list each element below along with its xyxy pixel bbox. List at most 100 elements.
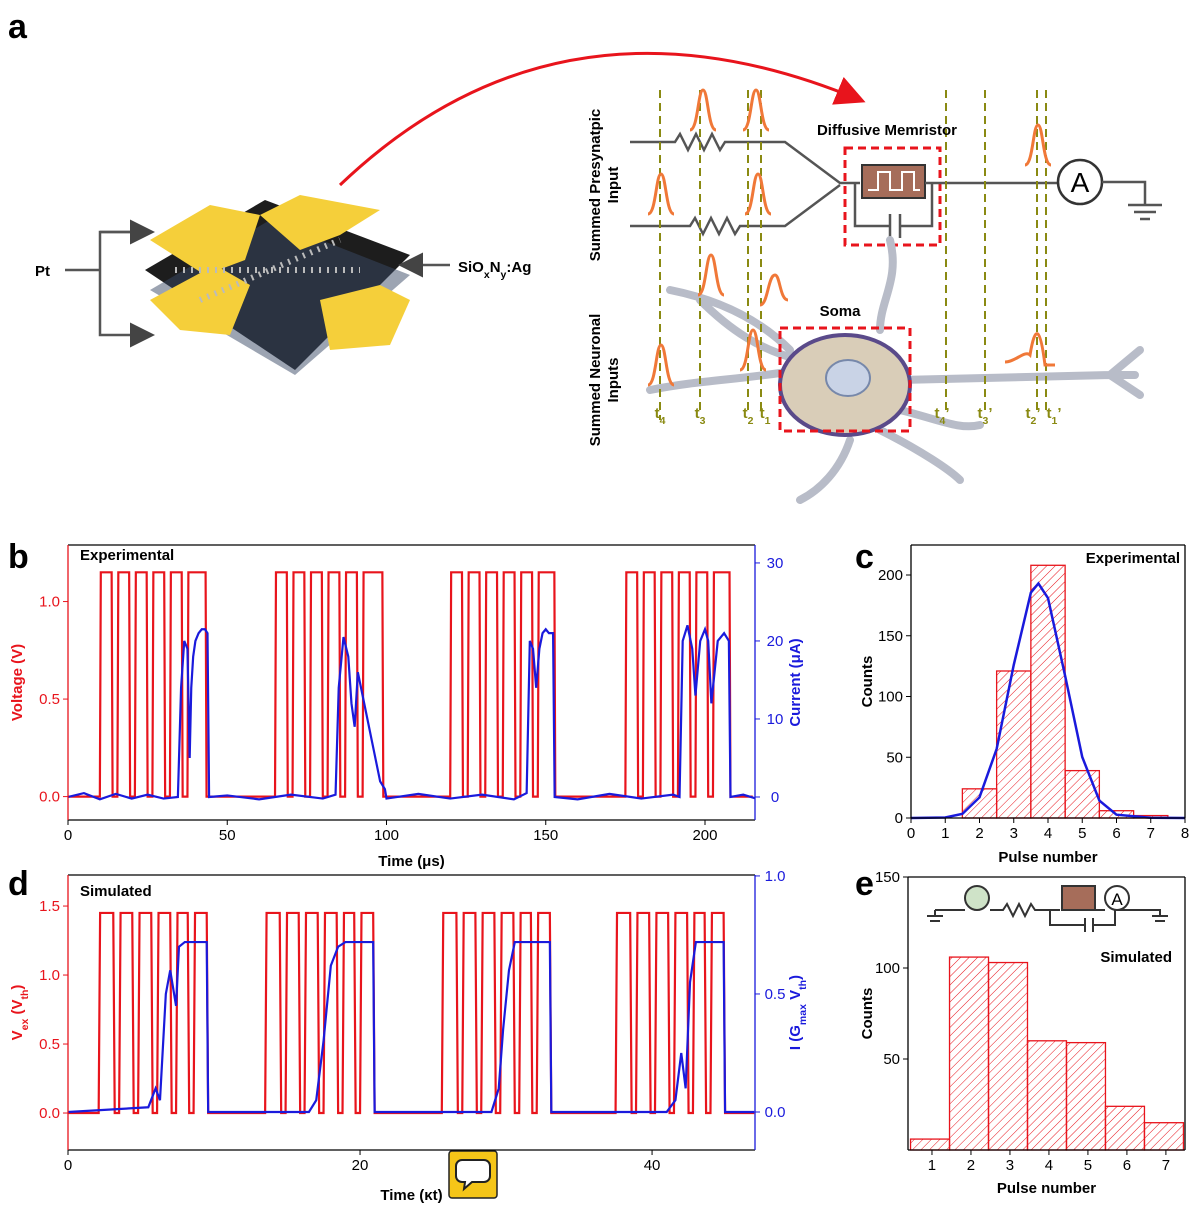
y-tick-label: 0.0 <box>39 1105 60 1122</box>
comment-button[interactable] <box>449 1151 497 1198</box>
panel-label: d <box>8 865 29 903</box>
x-tick-label: 7 <box>1162 1157 1170 1174</box>
bar <box>997 671 1031 818</box>
y-tick-label: 0.5 <box>39 1036 60 1053</box>
time-label-part: ’ <box>1057 405 1061 422</box>
y2-axis-label-part: V <box>787 990 804 1004</box>
soma-label: Soma <box>820 303 862 320</box>
x-tick-label: 8 <box>1181 825 1189 842</box>
x-tick-label: 20 <box>352 1157 369 1174</box>
time-label-part: 3 <box>700 415 706 427</box>
y2-tick-label: 20 <box>767 633 784 650</box>
y-axis-label: Counts <box>859 988 876 1040</box>
x-tick-label: 4 <box>1045 1157 1053 1174</box>
memristor-label: Diffusive Memristor <box>817 122 957 139</box>
presynaptic-label: Input <box>605 167 622 204</box>
y-axis-label: Vex (Vth) <box>9 985 31 1041</box>
inset-meter-label: A <box>1111 890 1123 909</box>
x-tick-label: 50 <box>219 827 236 844</box>
bar <box>1065 771 1099 818</box>
y-tick-label: 1.5 <box>39 898 60 915</box>
x-tick-label: 4 <box>1044 825 1052 842</box>
annotation: Experimental <box>80 547 174 564</box>
y-tick-label: 150 <box>875 869 900 886</box>
annotation: Experimental <box>1086 550 1180 567</box>
material-label-part: N <box>490 259 501 276</box>
x-tick-label: 5 <box>1084 1157 1092 1174</box>
x-axis-label: Time (μs) <box>378 853 444 870</box>
bracket <box>65 232 150 335</box>
y2-axis-label-part: max <box>797 1004 809 1025</box>
x-tick-label: 0 <box>907 825 915 842</box>
material-label-part: :Ag <box>506 259 531 276</box>
x-tick-label: 3 <box>1010 825 1018 842</box>
y2-axis-label: Current (μA) <box>787 638 804 726</box>
time-label-part: ’ <box>945 405 949 422</box>
y-tick-label: 50 <box>883 1051 900 1068</box>
material-label: SiOxNy:Ag <box>458 259 531 281</box>
x-tick-label: 1 <box>941 825 949 842</box>
y2-tick-label: 0 <box>771 789 779 806</box>
presynaptic-label: Summed Presynatpic <box>587 109 604 262</box>
x-axis-label: Pulse number <box>997 1180 1096 1197</box>
time-label-part: ’ <box>988 405 992 422</box>
y-tick-label: 0 <box>895 810 903 827</box>
annotation: Simulated <box>1100 949 1172 966</box>
y-tick-label: 50 <box>886 749 903 766</box>
bar <box>1144 1123 1183 1150</box>
x-tick-label: 6 <box>1123 1157 1131 1174</box>
y-tick-label: 0.0 <box>39 789 60 806</box>
y-tick-label: 100 <box>878 689 903 706</box>
y2-tick-label: 10 <box>767 711 784 728</box>
panel-label: e <box>855 865 874 903</box>
device <box>145 195 410 375</box>
y-axis-label-part: (V <box>9 1000 26 1019</box>
x-tick-label: 5 <box>1078 825 1086 842</box>
bar <box>950 957 989 1150</box>
inset-memristor <box>1062 886 1095 910</box>
x-tick-label: 3 <box>1006 1157 1014 1174</box>
x-tick-label: 200 <box>692 827 717 844</box>
y-tick-label: 1.0 <box>39 594 60 611</box>
x-axis-label: Time (κt) <box>380 1187 442 1204</box>
x-tick-label: 40 <box>644 1157 661 1174</box>
neuron <box>650 240 1140 500</box>
y-axis-label-part: ) <box>9 985 26 990</box>
y2-axis-label-part: I (G <box>787 1025 804 1050</box>
y-axis-label-part: ex <box>19 1019 31 1031</box>
bar <box>911 1139 950 1150</box>
time-label: t2’ <box>1025 405 1040 427</box>
chart: 123456750100150Pulse numberCountsSimulat… <box>859 869 1185 1197</box>
time-label-part: 2 <box>748 415 754 427</box>
y-axis-label: Voltage (V) <box>9 644 26 721</box>
inset-source <box>965 886 989 910</box>
y2-tick-label: 0.0 <box>765 1104 786 1121</box>
time-label: t1 <box>760 405 771 427</box>
time-label-part: ’ <box>1036 405 1040 422</box>
y2-axis-label: I (Gmax Vth) <box>787 975 809 1050</box>
time-label-part: 4 <box>660 415 666 427</box>
y-tick-label: 0.5 <box>39 691 60 708</box>
x-tick-label: 1 <box>928 1157 936 1174</box>
x-tick-label: 100 <box>374 827 399 844</box>
y-tick-label: 150 <box>878 628 903 645</box>
time-label: t1’ <box>1046 405 1061 427</box>
y2-axis-label-part: th <box>797 980 809 990</box>
y2-axis-label-part: ) <box>787 975 804 980</box>
panel-label: a <box>8 8 28 46</box>
bar <box>1027 1041 1066 1150</box>
x-tick-label: 0 <box>64 827 72 844</box>
y-tick-label: 1.0 <box>39 967 60 984</box>
bar <box>962 789 996 818</box>
y-tick-label: 200 <box>878 567 903 584</box>
y2-tick-label: 1.0 <box>765 868 786 885</box>
x-tick-label: 6 <box>1112 825 1120 842</box>
x-tick-label: 0 <box>64 1157 72 1174</box>
y2-tick-label: 30 <box>767 555 784 572</box>
y-axis-label-part: th <box>19 990 31 1000</box>
x-tick-label: 7 <box>1147 825 1155 842</box>
x-tick-label: 2 <box>975 825 983 842</box>
